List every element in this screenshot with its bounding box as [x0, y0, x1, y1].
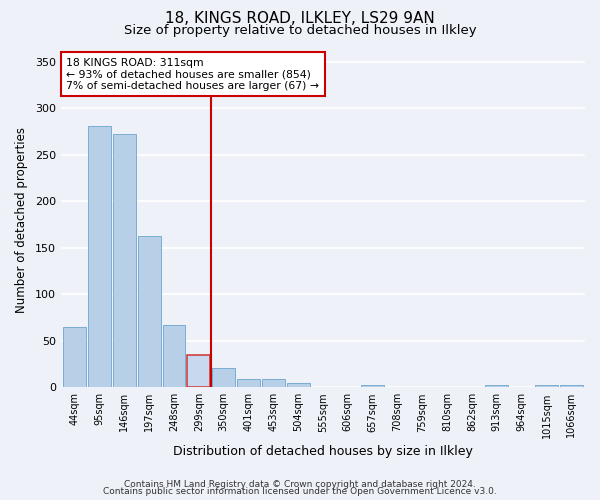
- Bar: [535, 386, 558, 388]
- Y-axis label: Number of detached properties: Number of detached properties: [15, 127, 28, 313]
- Bar: [287, 382, 310, 388]
- Text: 18, KINGS ROAD, ILKLEY, LS29 9AN: 18, KINGS ROAD, ILKLEY, LS29 9AN: [165, 11, 435, 26]
- Bar: [88, 126, 111, 388]
- X-axis label: Distribution of detached houses by size in Ilkley: Distribution of detached houses by size …: [173, 444, 473, 458]
- Bar: [63, 327, 86, 388]
- Text: 18 KINGS ROAD: 311sqm
← 93% of detached houses are smaller (854)
7% of semi-deta: 18 KINGS ROAD: 311sqm ← 93% of detached …: [66, 58, 319, 90]
- Bar: [237, 379, 260, 388]
- Bar: [212, 368, 235, 388]
- Bar: [187, 355, 210, 388]
- Bar: [361, 386, 384, 388]
- Text: Size of property relative to detached houses in Ilkley: Size of property relative to detached ho…: [124, 24, 476, 37]
- Bar: [485, 386, 508, 388]
- Bar: [560, 386, 583, 388]
- Bar: [113, 134, 136, 388]
- Bar: [163, 325, 185, 388]
- Bar: [137, 236, 161, 388]
- Bar: [262, 379, 285, 388]
- Text: Contains HM Land Registry data © Crown copyright and database right 2024.: Contains HM Land Registry data © Crown c…: [124, 480, 476, 489]
- Text: Contains public sector information licensed under the Open Government Licence v3: Contains public sector information licen…: [103, 488, 497, 496]
